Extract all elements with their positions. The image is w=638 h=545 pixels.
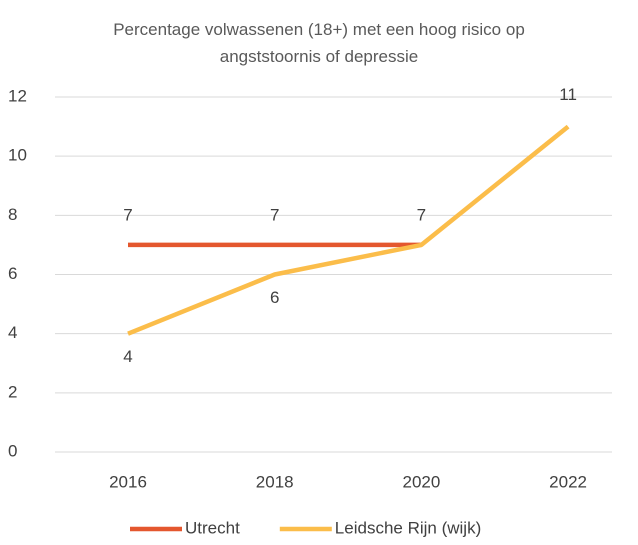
line-series bbox=[127, 124, 570, 336]
x-tick-label: 2020 bbox=[402, 472, 440, 491]
data-label: 7 bbox=[417, 205, 426, 224]
y-tick-label: 0 bbox=[8, 441, 17, 460]
y-tick-label: 2 bbox=[8, 382, 17, 401]
y-tick-label: 6 bbox=[8, 264, 17, 283]
data-label: 4 bbox=[123, 347, 132, 366]
chart-title: Percentage volwassenen (18+) met een hoo… bbox=[113, 20, 525, 66]
data-label: 7 bbox=[123, 205, 132, 224]
y-tick-label: 12 bbox=[8, 86, 27, 105]
x-tick-label: 2016 bbox=[109, 472, 147, 491]
x-tick-label: 2022 bbox=[549, 472, 587, 491]
legend-label: Utrecht bbox=[185, 518, 240, 537]
x-tick-label: 2018 bbox=[256, 472, 294, 491]
y-tick-label: 8 bbox=[8, 205, 17, 224]
legend-label: Leidsche Rijn (wijk) bbox=[335, 518, 481, 537]
data-label: 6 bbox=[270, 288, 279, 307]
data-label: 7 bbox=[270, 205, 279, 224]
y-tick-label: 4 bbox=[8, 323, 17, 342]
y-tick-label: 10 bbox=[8, 146, 27, 165]
data-label: 11 bbox=[559, 85, 577, 104]
